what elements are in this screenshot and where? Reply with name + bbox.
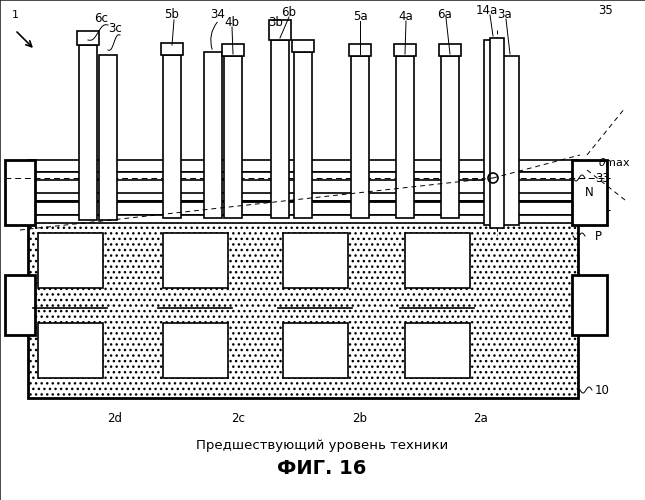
Bar [396,56,414,218]
Text: ФИГ. 16: ФИГ. 16 [277,458,367,477]
Bar [349,44,371,56]
Text: 2b: 2b [353,412,368,424]
Bar [490,38,504,228]
Bar [79,45,97,220]
Text: P: P [595,230,602,242]
Bar [351,56,369,218]
Bar [77,31,99,45]
Bar [99,55,117,220]
Bar [283,233,348,288]
Text: 5b: 5b [164,8,179,20]
Bar [28,193,578,201]
Text: N: N [585,186,594,200]
Bar [572,160,607,225]
Bar [224,56,242,218]
Text: 33: 33 [595,172,610,184]
Text: 6c: 6c [94,12,108,24]
Text: 34: 34 [210,8,226,20]
Text: 2c: 2c [231,412,245,424]
Text: 4a: 4a [399,10,413,22]
Bar [28,160,578,172]
Bar [28,215,578,223]
Bar [271,40,289,218]
Bar [405,233,470,288]
Bar [222,44,244,56]
Text: 3a: 3a [497,8,511,20]
Text: $\theta$max: $\theta$max [598,156,631,168]
Bar [441,56,459,218]
Text: 5a: 5a [353,10,367,22]
Bar [163,233,228,288]
Bar [484,40,502,225]
Text: 2a: 2a [473,412,488,424]
Bar [204,52,222,218]
Bar [405,323,470,378]
Text: 6b: 6b [281,6,297,18]
Bar [28,172,578,180]
Bar [163,323,228,378]
Bar [28,201,578,215]
Bar [294,52,312,218]
Bar [38,323,103,378]
Text: 6a: 6a [437,8,451,20]
Bar [283,323,348,378]
Bar [292,40,314,52]
Text: 3c: 3c [108,22,122,35]
Bar [28,218,578,398]
Bar [439,44,461,56]
Text: 3b: 3b [268,16,283,28]
Bar [5,275,35,335]
Bar [38,233,103,288]
Text: 1: 1 [12,10,19,20]
Bar [269,20,291,40]
Bar [572,275,607,335]
Bar [394,44,416,56]
Bar [5,160,35,225]
Bar [163,55,181,218]
Bar [501,56,519,225]
Text: 14a: 14a [476,4,498,16]
Text: 4b: 4b [224,16,239,28]
Text: 10: 10 [595,384,610,396]
Text: 2d: 2d [108,412,123,424]
Text: Предшествующий уровень техники: Предшествующий уровень техники [196,438,448,452]
Bar [161,43,183,55]
Text: 35: 35 [599,4,613,16]
